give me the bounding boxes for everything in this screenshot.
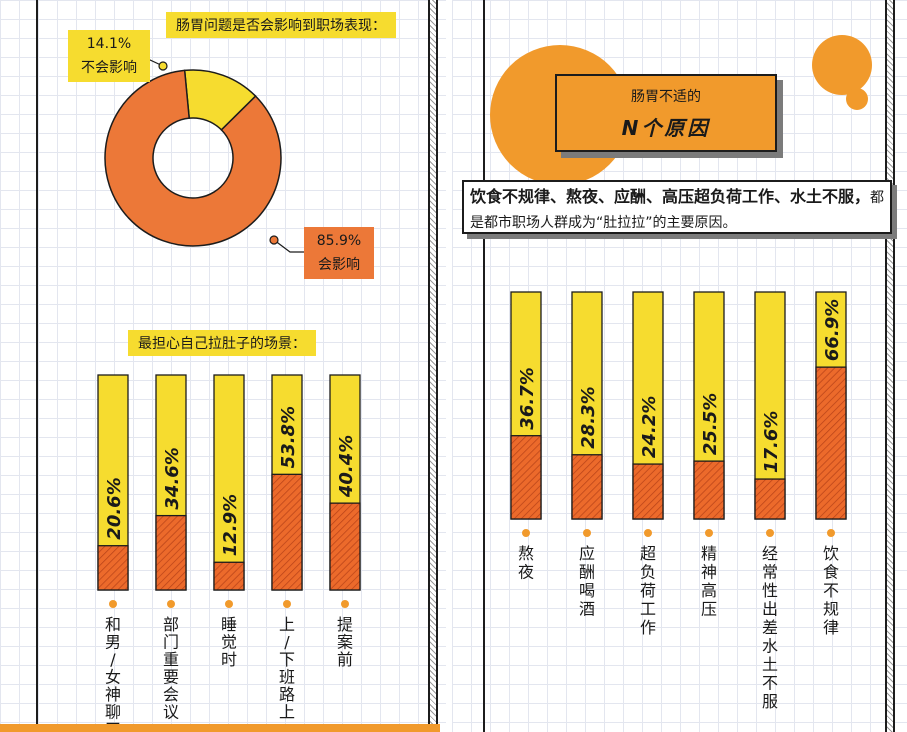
left-panel: 肠胃问题是否会影响到职场表现： 14.1% 不会影响 85.9% 会影响 最担心… bbox=[0, 0, 446, 732]
scene-value-label-4: 53.8% bbox=[278, 406, 299, 468]
callout-impact-label: 会影响 bbox=[318, 257, 360, 273]
reason-category-label-1: 熬夜 bbox=[518, 544, 534, 582]
right-panel-border bbox=[885, 0, 895, 732]
reasons-banner-line2: N个原因 bbox=[621, 116, 711, 140]
reasons-banner: 肠胃不适的 N个原因 bbox=[555, 74, 777, 152]
reason-bar-2 bbox=[571, 454, 603, 520]
reason-value-label-6: 66.9% bbox=[822, 299, 843, 361]
scene-category-label-3: 睡觉时 bbox=[221, 615, 237, 669]
donut-chart bbox=[104, 59, 304, 253]
donut-title: 肠胃问题是否会影响到职场表现： bbox=[166, 12, 396, 38]
scene-value-label-1: 20.6% bbox=[104, 477, 125, 539]
reason-bullet-3 bbox=[644, 529, 652, 537]
scene-value-label-2: 34.6% bbox=[162, 447, 183, 509]
decor-circle-small bbox=[846, 88, 868, 110]
callout-no-impact: 14.1% 不会影响 bbox=[68, 30, 150, 82]
callout-no-impact-value: 14.1% bbox=[86, 36, 132, 52]
reason-bar-1 bbox=[510, 435, 542, 520]
scene-category-label-2: 部门重要会议 bbox=[163, 615, 179, 722]
scenes-bar-chart: 20.6% 和男/女神聊天 34.6% 部门重要会议 12.9% 睡觉时 53.8% 上/下班… bbox=[97, 374, 361, 732]
reason-category-label-4: 精神高压 bbox=[701, 544, 717, 619]
panel-gap bbox=[446, 0, 452, 732]
reasons-text-normal: 都是都市职场人群成为“肚拉拉”的主要原因。 bbox=[470, 190, 885, 231]
scene-bullet-1 bbox=[109, 600, 117, 608]
reasons-text-box: 饮食不规律、熬夜、应酬、高压超负荷工作、水土不服，都是都市职场人群成为“肚拉拉”… bbox=[462, 180, 892, 234]
reason-bullet-2 bbox=[583, 529, 591, 537]
scene-category-label-5: 提案前 bbox=[337, 615, 353, 669]
scene-category-label-1: 和男/女神聊天 bbox=[105, 615, 121, 732]
callout-no-impact-label: 不会影响 bbox=[81, 60, 137, 76]
leader-line-impact bbox=[273, 239, 304, 253]
scene-bar-bg-3 bbox=[213, 374, 245, 591]
reason-category-label-5: 经常性出差水土不服 bbox=[762, 544, 778, 711]
scene-category-label-4: 上/下班路上 bbox=[279, 615, 295, 722]
reason-category-label-2: 应酬喝酒 bbox=[579, 544, 595, 619]
reason-bar-4 bbox=[693, 460, 725, 520]
scene-bar-2 bbox=[155, 514, 187, 591]
reasons-text-strong: 饮食不规律、熬夜、应酬、高压超负荷工作、水土不服， bbox=[470, 187, 871, 206]
leader-dot-no-impact bbox=[158, 61, 168, 71]
scene-bar-3 bbox=[213, 561, 245, 591]
reason-value-label-3: 24.2% bbox=[639, 396, 660, 458]
reason-category-label-6: 饮食不规律 bbox=[823, 544, 839, 637]
scene-bullet-5 bbox=[341, 600, 349, 608]
reason-bullet-6 bbox=[827, 529, 835, 537]
reason-value-label-5: 17.6% bbox=[761, 411, 782, 473]
donut-slice-2 bbox=[104, 69, 282, 247]
reason-bullet-5 bbox=[766, 529, 774, 537]
callout-impact: 85.9% 会影响 bbox=[304, 227, 374, 279]
reasons-banner-line1: 肠胃不适的 bbox=[631, 89, 701, 105]
reason-category-label-3: 超负荷工作 bbox=[640, 544, 656, 637]
bottom-strip bbox=[0, 724, 440, 732]
leader-dot-impact bbox=[269, 235, 279, 245]
scene-bullet-4 bbox=[283, 600, 291, 608]
reason-bar-5 bbox=[754, 478, 786, 520]
reason-value-label-4: 25.5% bbox=[700, 393, 721, 455]
scene-value-label-3: 12.9% bbox=[220, 494, 241, 556]
reason-value-label-2: 28.3% bbox=[578, 386, 599, 448]
callout-impact-value: 85.9% bbox=[316, 233, 362, 249]
reason-bullet-4 bbox=[705, 529, 713, 537]
left-margin-line bbox=[36, 0, 38, 732]
scene-bar-5 bbox=[329, 502, 361, 591]
scene-value-label-5: 40.4% bbox=[336, 435, 357, 498]
decor-circle-medium bbox=[812, 35, 872, 95]
reason-bullet-1 bbox=[522, 529, 530, 537]
scene-bullet-3 bbox=[225, 600, 233, 608]
reason-bar-3 bbox=[632, 463, 664, 520]
scene-bar-4 bbox=[271, 473, 303, 591]
scene-bar-1 bbox=[97, 545, 129, 591]
scene-bullet-2 bbox=[167, 600, 175, 608]
right-margin-line bbox=[483, 0, 485, 732]
reason-bar-6 bbox=[815, 366, 847, 520]
scenes-title: 最担心自己拉肚子的场景： bbox=[128, 330, 316, 356]
reason-value-label-1: 36.7% bbox=[517, 367, 538, 429]
left-panel-border bbox=[428, 0, 438, 732]
